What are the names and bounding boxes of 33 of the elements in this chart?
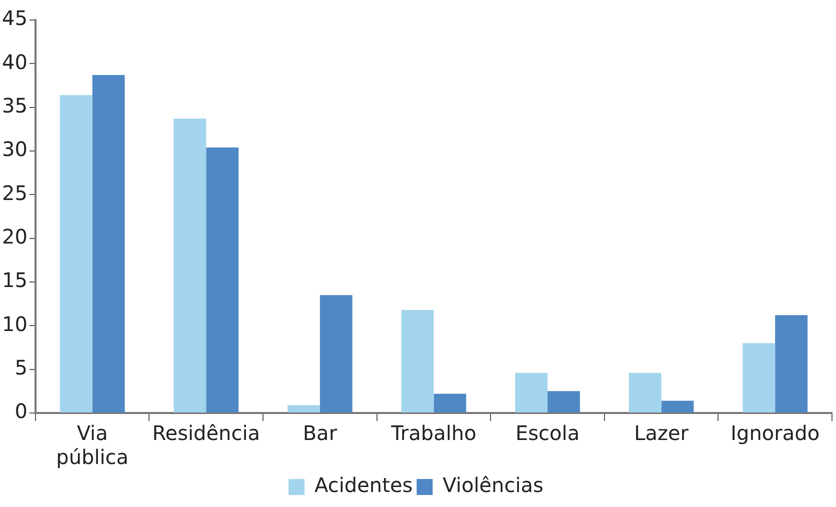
y-tick-label: 15 [2,268,28,292]
bar [206,148,239,412]
bar [628,372,662,412]
bar [515,372,548,412]
bar [401,310,434,412]
y-tick-label: 5 [14,356,28,380]
y-tick-label: 40 [2,50,28,74]
bar [320,295,352,412]
y-tick-label: 10 [2,312,28,336]
legend-label: Acidentes [314,473,413,498]
bar [92,75,125,412]
y-tick-label: 45 [2,6,28,30]
bar [174,118,206,412]
y-tick-label: 0 [14,399,28,424]
bar [548,391,580,412]
y-tick-label: 20 [2,224,28,249]
y-tick-label: 35 [2,94,28,118]
bar [742,343,776,412]
bar [775,315,808,412]
bar [434,394,466,412]
x-tick-label: Residência [152,421,260,446]
bar [288,405,320,412]
legend-label: Violências [442,473,544,498]
x-tick-label: Ignorado [730,421,820,446]
x-tick-label: Trabalho [390,421,476,446]
x-tick-label: Bar [302,421,338,446]
x-tick-label: Escola [515,421,580,446]
x-tick-label: Lazer [634,421,690,446]
bar [661,400,694,412]
x-tick-label: Via pública [56,421,129,470]
bar [60,95,92,412]
y-tick-label: 30 [2,137,28,162]
y-tick-label: 25 [2,180,28,205]
